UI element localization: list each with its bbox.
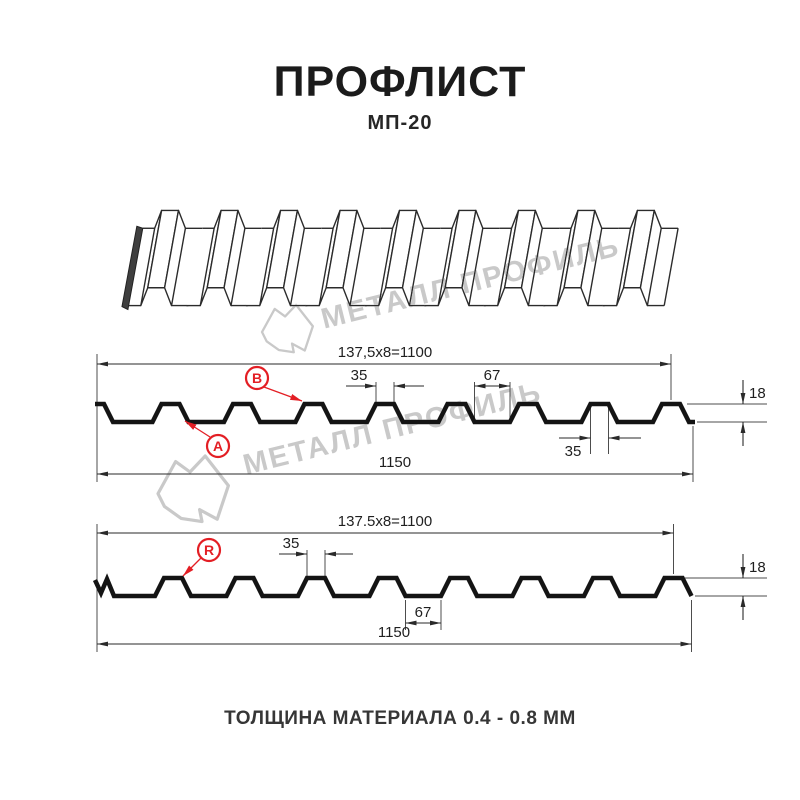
dim-valley-width-label: 67: [484, 367, 501, 384]
page-title: ПРОФЛИСТ: [273, 58, 527, 106]
dim-crest-width-top-label: 35: [283, 535, 300, 552]
profile-model-subtitle: МП-20: [367, 112, 433, 134]
material-thickness-note: ТОЛЩИНА МАТЕРИАЛА 0.4 - 0.8 ММ: [224, 708, 576, 729]
dim-crest-width-bottom: 35: [559, 435, 641, 460]
dim-pitch: 137.5x8=1100: [97, 513, 674, 536]
sheet-right-edge: [663, 228, 679, 306]
profile-section-bottom: 137.5x8=1100 35 67 18 1150 R: [92, 513, 767, 652]
dim-overall-width-label: 1150: [378, 624, 410, 641]
marker-r: R: [182, 537, 222, 577]
marker-b-label: B: [252, 370, 262, 386]
dim-crest-width-top: 35: [346, 367, 424, 389]
marker-b-leader: [263, 386, 303, 402]
dim-overall-width: 1150: [97, 454, 693, 477]
dim-height: 18: [740, 380, 766, 446]
dim-crest-width-top: 35: [279, 535, 353, 557]
dim-crest-width-bottom-label: 35: [565, 443, 582, 460]
profile-section-top: 137,5x8=1100 35 67 18 35 1150: [95, 344, 767, 482]
dim-crest-width-top-label: 35: [351, 367, 368, 384]
dim-valley-width-label: 67: [415, 604, 432, 621]
marker-r-label: R: [204, 542, 214, 558]
dim-height-label: 18: [749, 385, 766, 402]
marker-b-circle: [244, 365, 270, 391]
sheet-cut-edge: [121, 225, 144, 311]
marker-a-leader: [184, 420, 211, 438]
extension-lines: [96, 354, 767, 482]
dim-pitch-label: 137,5x8=1100: [338, 344, 432, 361]
extension-lines: [96, 524, 767, 652]
dim-overall-width-label: 1150: [379, 454, 411, 471]
marker-a-label: A: [213, 438, 223, 454]
marker-r-circle: [196, 537, 222, 563]
dim-height: 18: [740, 554, 766, 620]
dim-overall-width: 1150: [97, 624, 692, 647]
profile-outline-top-section: [95, 401, 695, 425]
marker-b: B: [244, 365, 303, 402]
profile-outline-bottom-section: [92, 573, 694, 599]
marker-a-circle: [205, 433, 231, 459]
dim-height-label: 18: [749, 559, 766, 576]
sheet-3d-illustration: [121, 209, 679, 311]
dim-pitch-label: 137.5x8=1100: [338, 513, 432, 530]
metall-profil-logo-watermark: [156, 454, 230, 524]
dim-pitch: 137,5x8=1100: [97, 344, 671, 367]
marker-a: A: [184, 420, 231, 459]
metall-profil-logo-watermark: [260, 303, 314, 354]
dim-valley-width: 67: [405, 604, 441, 626]
marker-r-leader: [182, 557, 202, 577]
dim-valley-width: 67: [474, 367, 510, 389]
